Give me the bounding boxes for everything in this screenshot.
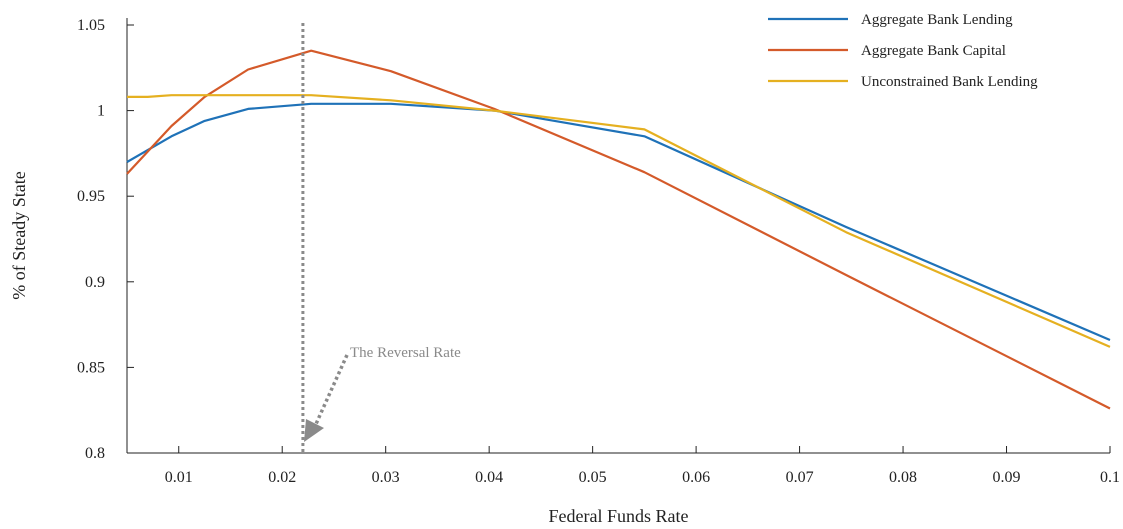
x-tick-label: 0.02 [268, 469, 296, 486]
legend-label: Aggregate Bank Capital [861, 43, 1006, 59]
x-tick-label: 0.06 [682, 469, 710, 486]
y-tick-label: 0.95 [77, 188, 105, 205]
legend-label: Aggregate Bank Lending [861, 12, 1013, 28]
y-tick-label: 0.9 [85, 274, 105, 291]
y-tick-label: 1.05 [77, 17, 105, 34]
y-tick-label: 1 [97, 103, 105, 120]
series-line-3 [127, 94, 1111, 348]
x-tick-label: 0.04 [475, 469, 503, 486]
x-tick-label: 0.1 [1100, 469, 1120, 486]
legend: Aggregate Bank Lending Aggregate Bank Cap… [768, 12, 1038, 90]
y-tick-label: 0.85 [77, 359, 105, 376]
x-axis-label: Federal Funds Rate [549, 506, 689, 526]
x-tick-label: 0.07 [786, 469, 814, 486]
plot-area: 0.01 0.02 0.03 0.04 0.05 0.06 0.07 0.08 0.09 0.1 0… [77, 17, 1120, 486]
reversal-rate-arrow-head [304, 419, 324, 442]
reversal-rate-label: The Reversal Rate [350, 345, 461, 361]
x-tick-label: 0.08 [889, 469, 917, 486]
reversal-rate-arrow-shaft [314, 354, 349, 425]
legend-label: Unconstrained Bank Lending [861, 74, 1038, 90]
x-tick-label: 0.09 [993, 469, 1021, 486]
series-line-2 [126, 49, 1111, 410]
series-line-1 [126, 102, 1111, 342]
y-axis-label: % of Steady State [9, 171, 29, 299]
x-tick-label: 0.03 [372, 469, 400, 486]
x-tick-label: 0.05 [579, 469, 607, 486]
y-tick-label: 0.8 [85, 445, 105, 462]
x-tick-label: 0.01 [165, 469, 193, 486]
